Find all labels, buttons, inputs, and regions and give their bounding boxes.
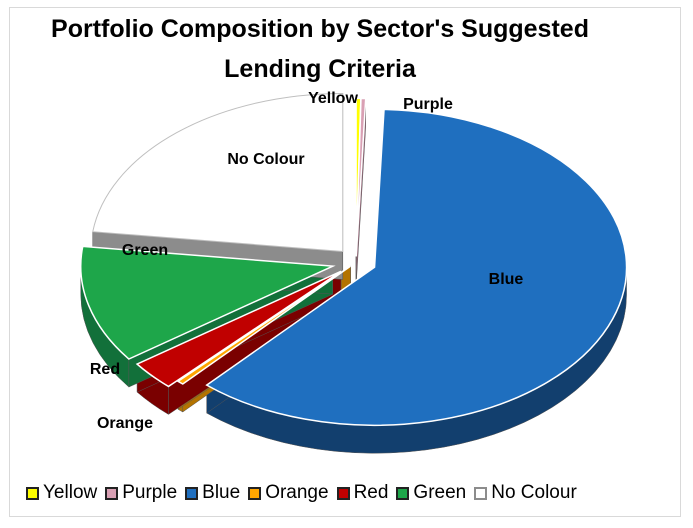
slice-blue[interactable] xyxy=(205,108,628,426)
legend-item-green: Green xyxy=(396,482,466,504)
slice-purple[interactable] xyxy=(355,97,367,257)
slice-green[interactable] xyxy=(80,245,336,360)
legend-item-no-colour: No Colour xyxy=(474,482,577,504)
legend-label-purple: Purple xyxy=(122,482,178,503)
legend-label-orange: Orange xyxy=(265,482,329,503)
legend-label-yellow: Yellow xyxy=(43,482,98,503)
legend-swatch-no-colour xyxy=(474,486,488,500)
legend-item-orange: Orange xyxy=(248,482,329,504)
legend-swatch-green xyxy=(396,486,410,500)
slice-label-red: Red xyxy=(90,361,120,378)
legend-swatch-orange xyxy=(248,486,262,500)
slice-label-blue: Blue xyxy=(489,271,524,288)
legend-swatch-purple xyxy=(105,486,119,500)
legend-label-no-colour: No Colour xyxy=(491,482,577,503)
legend-label-blue: Blue xyxy=(202,482,241,503)
legend-swatch-yellow xyxy=(26,486,39,500)
chart-title-line-2: Lending Criteria xyxy=(224,55,416,83)
legend-swatch-blue xyxy=(185,486,199,500)
legend-item-yellow: Yellow xyxy=(26,482,97,504)
legend-item-blue: Blue xyxy=(185,482,240,504)
slice-red[interactable] xyxy=(135,270,342,388)
slice-no-colour[interactable] xyxy=(92,92,344,253)
slice-label-purple: Purple xyxy=(403,96,453,113)
slice-label-green: Green xyxy=(122,242,168,259)
chart-title-line-1: Portfolio Composition by Sector's Sugges… xyxy=(51,15,589,43)
legend-item-purple: Purple xyxy=(105,482,177,504)
legend: Yellow Purple Blue Orange Red Green No Colour xyxy=(26,478,577,508)
legend-swatch-red xyxy=(336,486,350,500)
legend-label-red: Red xyxy=(353,482,389,503)
slice-label-yellow: Yellow xyxy=(308,90,358,107)
slice-label-no-colour: No Colour xyxy=(227,151,304,168)
legend-label-green: Green xyxy=(413,482,467,503)
slice-orange[interactable] xyxy=(176,265,352,385)
slice-label-orange: Orange xyxy=(97,415,153,432)
legend-item-red: Red xyxy=(336,482,389,504)
